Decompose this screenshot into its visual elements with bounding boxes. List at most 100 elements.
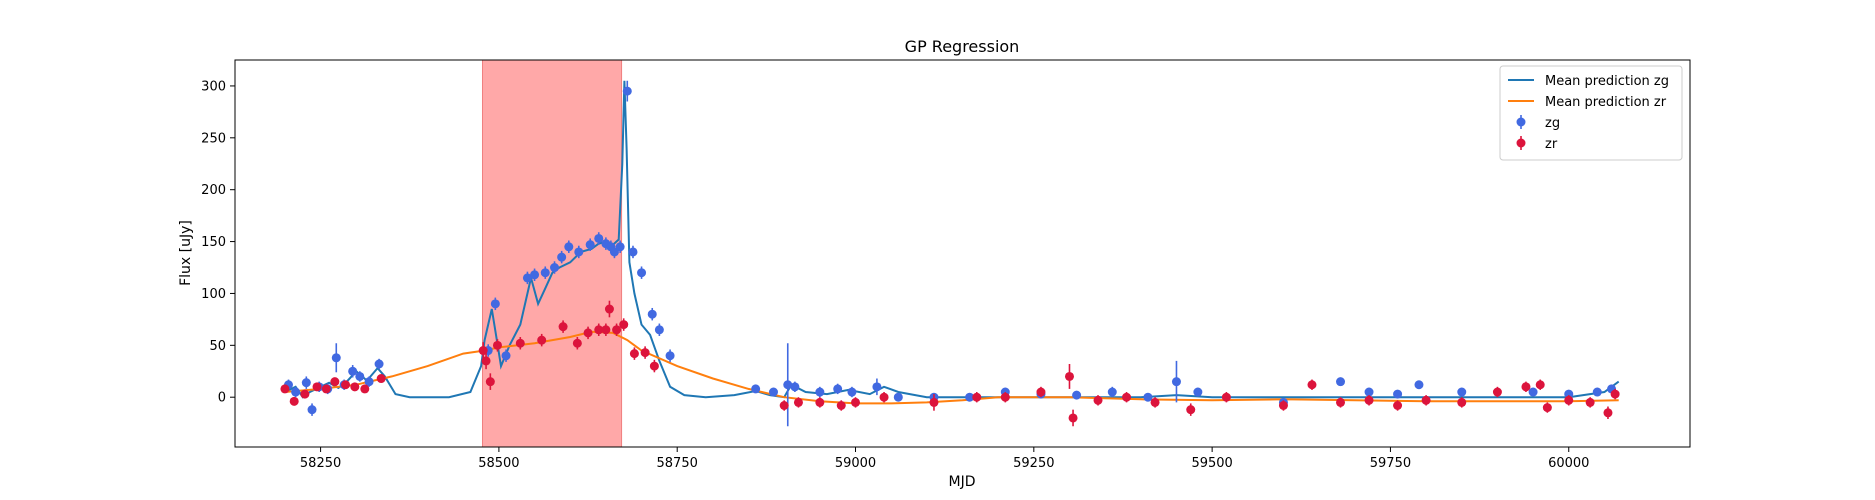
point-marker [350,382,360,392]
data-point-zr [1457,397,1467,408]
point-marker [615,242,625,252]
data-point-zr [1535,379,1545,390]
x-tick-label: 59750 [1370,456,1411,471]
point-marker [355,371,365,381]
data-point-zr [1393,400,1403,411]
data-point-zg [1364,387,1374,397]
x-tick-label: 58500 [478,456,519,471]
data-point-zr [1564,395,1574,406]
point-marker [289,396,299,406]
point-marker [1336,397,1346,407]
data-point-zr [341,380,351,390]
data-point-zg [1592,387,1602,397]
point-marker [374,359,384,369]
point-marker [783,380,793,390]
point-marker [893,392,903,402]
point-marker [649,361,659,371]
data-point-zg [893,392,903,402]
point-marker [540,268,550,278]
data-point-zr [1307,379,1317,390]
data-point-zr [1336,397,1346,408]
point-marker [594,325,604,335]
point-marker [1564,395,1574,405]
point-marker [1592,387,1602,397]
point-marker [492,340,502,350]
data-point-zg [522,271,532,285]
data-point-zg [530,268,540,281]
data-point-zg [1336,377,1346,387]
data-point-zg [564,240,574,253]
point-marker [833,384,843,394]
legend-box [1499,65,1683,161]
x-tick-label: 59500 [1191,456,1232,471]
data-point-zr [360,384,370,394]
y-tick-label: 200 [201,183,226,198]
point-marker [360,384,370,394]
data-point-zg [331,343,341,373]
point-marker [1535,380,1545,390]
data-point-zr [1521,381,1531,393]
data-point-zr [1150,397,1160,408]
data-point-zg [1107,386,1117,398]
point-marker [364,377,374,387]
point-marker [847,387,857,397]
data-point-zr [1492,386,1502,398]
data-point-zr [1221,392,1231,403]
data-point-zr [1093,395,1103,406]
data-point-zr [1064,363,1074,389]
y-tick-label: 0 [218,391,226,406]
data-point-zr [779,400,789,411]
data-point-zr [376,374,386,384]
point-marker [348,366,358,376]
x-tick-label: 58250 [300,456,341,471]
data-point-zr [649,359,659,373]
data-point-zr [640,346,650,359]
data-point-zr [601,323,611,336]
point-marker [376,374,386,384]
data-point-zr [300,389,310,399]
plot-frame [234,59,1691,448]
point-marker [768,387,778,397]
point-marker [330,377,340,387]
data-point-zg [1528,387,1538,397]
point-marker [557,252,567,262]
data-point-zg [574,245,584,259]
point-marker [929,397,939,407]
point-marker [301,378,311,388]
point-marker [307,405,317,415]
point-marker [965,392,975,402]
point-marker [594,233,604,243]
x-axis-label: MJD [949,474,976,490]
point-marker [1143,392,1153,402]
data-point-zr [583,326,593,340]
data-point-zg [790,381,800,393]
point-marker [1393,389,1403,399]
data-point-zr [972,392,982,403]
point-marker [485,377,495,387]
data-point-zg [872,378,882,396]
data-point-zg [647,307,657,321]
point-marker [790,382,800,392]
point-marker [851,397,861,407]
data-point-zr [312,382,322,392]
data-point-zr [1364,395,1374,406]
data-point-zr [289,396,299,406]
point-marker [331,353,341,363]
point-marker [300,389,310,399]
y-tick-label: 50 [209,339,226,354]
point-marker [321,384,331,394]
point-marker [1193,387,1203,397]
data-point-zg [751,384,761,394]
point-marker [1307,380,1317,390]
point-marker [537,335,547,345]
point-marker [1171,377,1181,387]
data-point-zr [929,394,939,411]
data-point-zg [965,392,975,402]
shaded-region [481,60,623,447]
data-point-zg [637,266,647,279]
point-marker [574,247,584,257]
data-point-zg [1143,392,1153,402]
data-point-zg [1193,387,1203,397]
y-tick-label: 100 [201,287,226,302]
